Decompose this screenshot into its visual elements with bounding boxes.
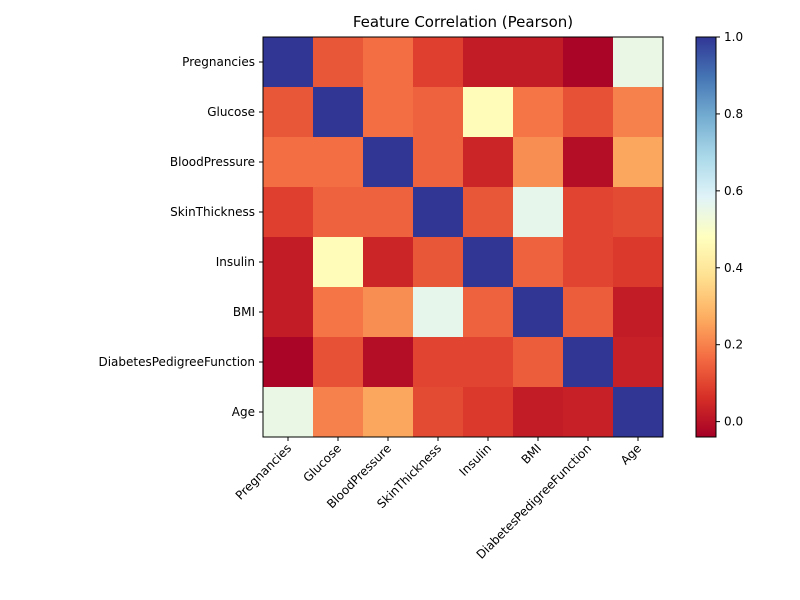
y-tick-label: DiabetesPedigreeFunction xyxy=(98,355,255,369)
heatmap-cell xyxy=(313,337,364,388)
heatmap-cell xyxy=(363,387,414,438)
heatmap-cell xyxy=(563,137,614,188)
heatmap-cell xyxy=(463,337,514,388)
heatmap-cell xyxy=(463,87,514,138)
heatmap-cell xyxy=(563,337,614,388)
y-tick-label: Age xyxy=(232,405,255,419)
heatmap-cell xyxy=(563,187,614,238)
heatmap-cell xyxy=(513,37,564,88)
heatmap-cell xyxy=(363,187,414,238)
heatmap-cell xyxy=(563,237,614,288)
heatmap-cell xyxy=(363,287,414,338)
heatmap-cell xyxy=(613,87,664,138)
y-tick-label: BMI xyxy=(233,305,255,319)
x-tick-label: Glucose xyxy=(300,441,344,485)
heatmap-cell xyxy=(563,387,614,438)
y-axis: Pregnancies Glucose BloodPressure SkinThick… xyxy=(98,55,263,419)
heatmap-cell xyxy=(313,137,364,188)
heatmap-cell xyxy=(263,137,314,188)
x-tick-label: Insulin xyxy=(456,441,494,479)
heatmap-cell xyxy=(463,287,514,338)
heatmap-cell xyxy=(413,237,464,288)
heatmap-cell xyxy=(563,37,614,88)
heatmap-cell xyxy=(413,287,464,338)
colorbar-tick-label: 1.0 xyxy=(724,30,743,44)
heatmap-cell xyxy=(413,187,464,238)
heatmap-cell xyxy=(413,137,464,188)
x-tick-label: BMI xyxy=(519,441,545,467)
colorbar-tick-label: 0.6 xyxy=(724,184,743,198)
colorbar-tick-label: 0.2 xyxy=(724,338,743,352)
heatmap-cell xyxy=(563,287,614,338)
colorbar-tick-label: 0.4 xyxy=(724,261,743,275)
heatmap-cell xyxy=(313,387,364,438)
heatmap-cell xyxy=(263,337,314,388)
heatmap-cell xyxy=(513,337,564,388)
heatmap-cell xyxy=(313,237,364,288)
heatmap-cell xyxy=(513,187,564,238)
y-tick-label: Insulin xyxy=(216,255,255,269)
heatmap-cell xyxy=(263,187,314,238)
heatmap-cell xyxy=(463,187,514,238)
heatmap-cell xyxy=(613,187,664,238)
heatmap-cell xyxy=(413,337,464,388)
heatmap-cell xyxy=(263,37,314,88)
x-axis: Pregnancies GlucoseBloodPressureSkinThick… xyxy=(233,437,644,562)
heatmap-cell xyxy=(263,387,314,438)
y-tick-label: SkinThickness xyxy=(170,205,255,219)
y-tick-label: Pregnancies xyxy=(182,55,255,69)
x-tick-label: Pregnancies xyxy=(233,441,294,502)
heatmap-cell xyxy=(513,287,564,338)
heatmap-cell xyxy=(513,237,564,288)
heatmap-cell xyxy=(513,387,564,438)
heatmap-cell xyxy=(363,37,414,88)
x-tick-label: Age xyxy=(618,441,644,467)
colorbar-gradient xyxy=(695,36,717,438)
heatmap-cell xyxy=(613,287,664,338)
heatmap-cell xyxy=(513,137,564,188)
heatmap-cell xyxy=(413,87,464,138)
heatmap-cell xyxy=(263,287,314,338)
chart-title: Feature Correlation (Pearson) xyxy=(353,13,573,31)
heatmap-cell xyxy=(613,37,664,88)
heatmap-cell xyxy=(263,87,314,138)
colorbar: 0.0 0.2 0.4 0.6 0.8 1.0 xyxy=(695,30,743,438)
colorbar-tick-label: 0.8 xyxy=(724,107,743,121)
heatmap-cell xyxy=(463,237,514,288)
heatmap-cell xyxy=(313,287,364,338)
heatmap-cell xyxy=(613,237,664,288)
heatmap-cell xyxy=(413,387,464,438)
heatmap-cell xyxy=(263,237,314,288)
heatmap-cell xyxy=(613,387,664,438)
heatmap-cell xyxy=(563,87,614,138)
heatmap-cell xyxy=(363,337,414,388)
y-tick-label: Glucose xyxy=(207,105,255,119)
heatmap-cell xyxy=(363,137,414,188)
heatmap-cell xyxy=(613,137,664,188)
heatmap-cell xyxy=(363,237,414,288)
heatmap-cell xyxy=(313,187,364,238)
heatmap-cell xyxy=(313,37,364,88)
heatmap-cell xyxy=(463,37,514,88)
heatmap-cell xyxy=(363,87,414,138)
heatmap-cell xyxy=(313,87,364,138)
plot-frame xyxy=(262,36,664,438)
heatmap-cell xyxy=(513,87,564,138)
y-tick-label: BloodPressure xyxy=(170,155,255,169)
heatmap-cell xyxy=(613,337,664,388)
colorbar-tick-label: 0.0 xyxy=(724,415,743,429)
heatmap-cell xyxy=(463,137,514,188)
heatmap-cells xyxy=(263,37,664,438)
heatmap-cell xyxy=(463,387,514,438)
heatmap-cell xyxy=(413,37,464,88)
